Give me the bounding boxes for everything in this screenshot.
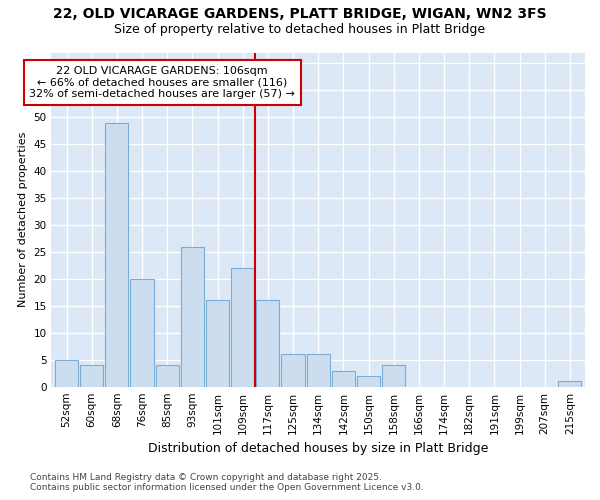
X-axis label: Distribution of detached houses by size in Platt Bridge: Distribution of detached houses by size … [148, 442, 488, 455]
Bar [382, 365, 405, 386]
Text: 22, OLD VICARAGE GARDENS, PLATT BRIDGE, WIGAN, WN2 3FS: 22, OLD VICARAGE GARDENS, PLATT BRIDGE, … [53, 8, 547, 22]
Bar [307, 354, 330, 386]
Bar [80, 365, 103, 386]
Bar [206, 300, 229, 386]
Y-axis label: Number of detached properties: Number of detached properties [18, 132, 28, 308]
Bar [231, 268, 254, 386]
Text: Size of property relative to detached houses in Platt Bridge: Size of property relative to detached ho… [115, 22, 485, 36]
Bar [105, 122, 128, 386]
Bar [256, 300, 280, 386]
Bar [357, 376, 380, 386]
Bar [332, 370, 355, 386]
Text: 22 OLD VICARAGE GARDENS: 106sqm
← 66% of detached houses are smaller (116)
32% o: 22 OLD VICARAGE GARDENS: 106sqm ← 66% of… [29, 66, 295, 99]
Bar [155, 365, 179, 386]
Bar [130, 279, 154, 386]
Bar [559, 382, 581, 386]
Bar [181, 246, 204, 386]
Bar [55, 360, 78, 386]
Bar [281, 354, 305, 386]
Text: Contains HM Land Registry data © Crown copyright and database right 2025.
Contai: Contains HM Land Registry data © Crown c… [30, 473, 424, 492]
